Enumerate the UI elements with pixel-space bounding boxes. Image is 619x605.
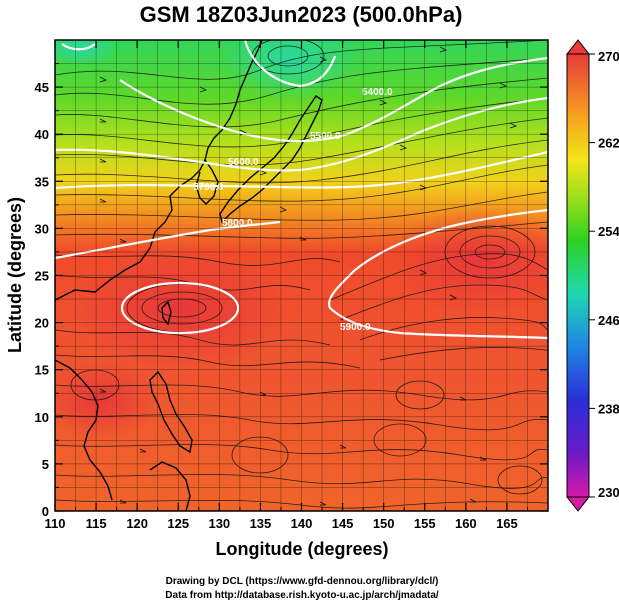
x-tick-label: 120 <box>126 516 148 531</box>
contour-5700 <box>55 96 548 172</box>
contour-5800 <box>55 150 548 190</box>
y-tick-label: 20 <box>35 316 49 331</box>
y-tick-label: 40 <box>35 127 49 142</box>
coastline-korea <box>195 159 219 205</box>
colorbar: 230 238 246 254 262 270 <box>565 39 619 512</box>
y-tick-label: 45 <box>35 80 49 95</box>
coastline-philippines <box>149 370 193 454</box>
y-axis-title: Latitude (degrees) <box>5 197 25 353</box>
coastline-borneo <box>149 461 191 511</box>
lat-lon-grid <box>55 40 548 511</box>
y-tick-label: 5 <box>42 457 49 472</box>
contour-5600 <box>119 56 548 143</box>
x-tick-label: 140 <box>291 516 313 531</box>
x-tick-label: 135 <box>250 516 272 531</box>
y-axis-ticks: 0 5 10 15 20 25 30 35 40 45 <box>35 63 548 519</box>
y-tick-label: 10 <box>35 410 49 425</box>
contour-label-5700: 5700.0 <box>193 182 224 193</box>
y-tick-label: 25 <box>35 269 49 284</box>
contour-label-5900: 5900.0 <box>340 322 371 333</box>
coastline-taiwan <box>161 300 172 326</box>
x-axis-title: Longitude (degrees) <box>215 539 388 559</box>
contour-label-5600: 5600.0 <box>228 157 259 168</box>
y-tick-label: 0 <box>42 504 49 519</box>
contour-5900-north <box>55 220 281 260</box>
contour-5500 <box>61 43 96 51</box>
x-tick-label: 150 <box>373 516 395 531</box>
x-tick-label: 155 <box>414 516 436 531</box>
x-axis-ticks: 110 115 120 125 130 135 140 145 150 155 160 165 <box>45 40 528 531</box>
contour-5900-east <box>327 208 548 340</box>
colorbar-body <box>566 53 590 498</box>
y-tick-label: 30 <box>35 221 49 236</box>
coastline-indochina <box>55 359 113 501</box>
colorbar-tick-label: 254 <box>598 224 619 239</box>
warm-core-region <box>70 250 290 370</box>
colorbar-bottom-cap <box>565 496 591 512</box>
colorbar-tick-label: 246 <box>598 313 619 328</box>
contour-label-5500: 5500.0 <box>310 131 341 142</box>
x-tick-label: 165 <box>496 516 518 531</box>
y-tick-label: 15 <box>35 363 49 378</box>
contour-5900-west <box>120 281 240 335</box>
cold-pool-northwest <box>55 40 120 66</box>
x-tick-label: 110 <box>45 516 66 531</box>
contour-5500-north <box>243 40 337 88</box>
credit-data: Data from http://database.rish.kyoto-u.a… <box>165 590 439 601</box>
colorbar-top-cap <box>565 39 591 55</box>
contour-label-5400: 5400.0 <box>362 87 393 98</box>
plot-area: 5900.0 5800.0 5700.0 5600.0 5500.0 5400.… <box>55 40 548 511</box>
x-tick-label: 160 <box>455 516 477 531</box>
colorbar-tick-label: 262 <box>598 136 619 151</box>
contour-label-5800: 5800.0 <box>222 218 253 229</box>
x-tick-label: 125 <box>167 516 189 531</box>
x-tick-label: 145 <box>332 516 354 531</box>
x-tick-label: 115 <box>86 516 107 531</box>
colorbar-tick-label: 238 <box>598 401 619 416</box>
map-title: GSM 18Z03Jun2023 (500.0hPa) <box>140 2 463 27</box>
colorbar-tick-label: 270 <box>598 49 619 64</box>
credit-drawing: Drawing by DCL (https://www.gfd-dennou.o… <box>166 576 439 587</box>
colorbar-tick-label: 230 <box>598 485 619 500</box>
x-tick-label: 130 <box>208 516 230 531</box>
y-tick-label: 35 <box>35 174 49 189</box>
height-contours <box>55 40 548 340</box>
